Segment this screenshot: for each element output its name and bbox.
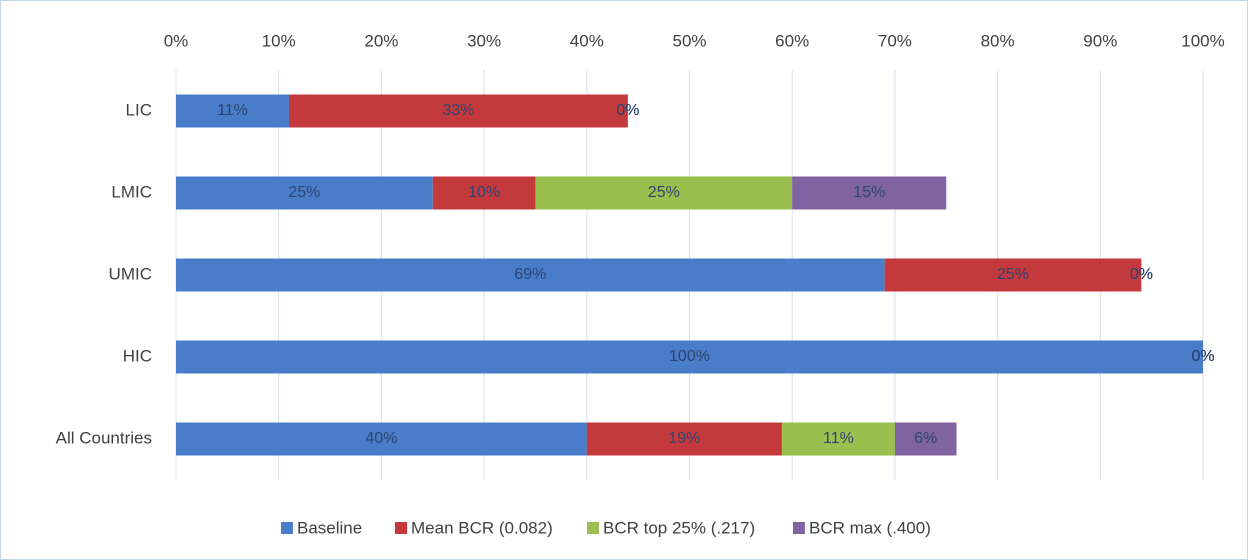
bar-segment	[432, 176, 536, 210]
x-tick-label: 0%	[164, 31, 189, 50]
legend-swatch	[281, 522, 293, 534]
data-label: 0%	[1191, 348, 1214, 365]
bar-segment	[894, 422, 957, 456]
data-label: 15%	[853, 184, 885, 201]
x-tick-label: 40%	[570, 31, 604, 50]
x-tick-label: 60%	[775, 31, 809, 50]
bar-segment	[792, 176, 947, 210]
y-tick-label: All Countries	[56, 428, 152, 447]
bar-segment	[884, 258, 1142, 292]
bar-segment	[176, 94, 289, 128]
data-label: 25%	[648, 184, 680, 201]
data-label: 11%	[217, 102, 248, 119]
x-tick-label: 10%	[262, 31, 296, 50]
bar-segment	[586, 422, 782, 456]
data-label: 6%	[914, 430, 937, 447]
legend-label: Baseline	[297, 518, 362, 537]
legend-label: BCR top 25% (.217)	[603, 518, 755, 537]
data-label: 69%	[514, 266, 546, 283]
y-tick-label: UMIC	[109, 264, 152, 283]
bar-segment	[288, 94, 628, 128]
bar-segment	[176, 340, 1203, 374]
data-label: 40%	[365, 430, 397, 447]
y-tick-label: LMIC	[111, 182, 152, 201]
x-tick-label: 30%	[467, 31, 501, 50]
data-label: 11%	[823, 430, 854, 447]
bar-segment	[176, 176, 433, 210]
bar-segment	[176, 258, 885, 292]
x-tick-label: 100%	[1181, 31, 1224, 50]
data-label: 100%	[669, 348, 710, 365]
x-tick-label: 50%	[672, 31, 706, 50]
x-tick-label: 90%	[1083, 31, 1117, 50]
x-tick-label: 70%	[878, 31, 912, 50]
y-tick-label: HIC	[123, 346, 152, 365]
data-label: 25%	[288, 184, 320, 201]
data-label: 0%	[1191, 348, 1214, 365]
data-label: 25%	[997, 266, 1029, 283]
x-tick-label: 20%	[364, 31, 398, 50]
bar-segment	[535, 176, 793, 210]
data-label: 0%	[1191, 348, 1214, 365]
data-label: 10%	[468, 184, 500, 201]
legend-swatch	[587, 522, 599, 534]
y-tick-label: LIC	[126, 100, 152, 119]
legend-label: BCR max (.400)	[809, 518, 931, 537]
data-label: 33%	[442, 102, 474, 119]
legend-swatch	[395, 522, 407, 534]
x-tick-label: 80%	[981, 31, 1015, 50]
data-label: 0%	[616, 102, 639, 119]
data-label: 0%	[1130, 266, 1153, 283]
bar-segment	[176, 422, 587, 456]
legend-label: Mean BCR (0.082)	[411, 518, 553, 537]
bar-segment	[781, 422, 895, 456]
data-label: 0%	[616, 102, 639, 119]
legend-swatch	[793, 522, 805, 534]
data-label: 0%	[1130, 266, 1153, 283]
data-label: 19%	[668, 430, 700, 447]
